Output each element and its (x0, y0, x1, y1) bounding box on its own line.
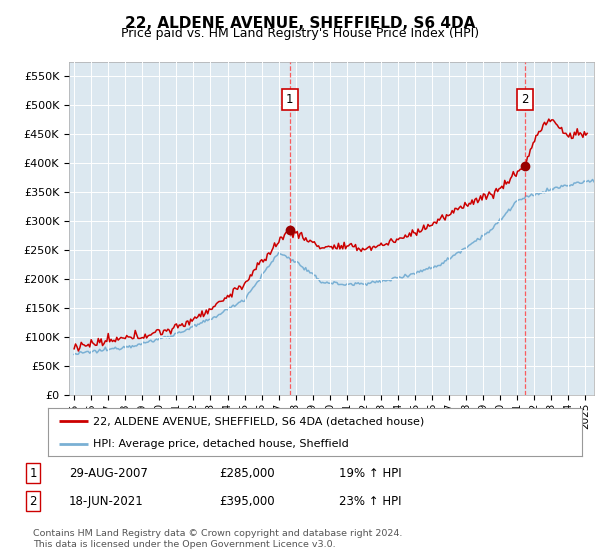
Text: 22, ALDENE AVENUE, SHEFFIELD, S6 4DA (detached house): 22, ALDENE AVENUE, SHEFFIELD, S6 4DA (de… (94, 416, 425, 426)
Text: 2: 2 (521, 93, 529, 106)
Text: 19% ↑ HPI: 19% ↑ HPI (339, 466, 401, 480)
Text: HPI: Average price, detached house, Sheffield: HPI: Average price, detached house, Shef… (94, 439, 349, 449)
Text: 1: 1 (286, 93, 293, 106)
Text: Price paid vs. HM Land Registry's House Price Index (HPI): Price paid vs. HM Land Registry's House … (121, 27, 479, 40)
Text: 2: 2 (29, 494, 37, 508)
Text: 18-JUN-2021: 18-JUN-2021 (69, 494, 144, 508)
Text: 29-AUG-2007: 29-AUG-2007 (69, 466, 148, 480)
Text: 22, ALDENE AVENUE, SHEFFIELD, S6 4DA: 22, ALDENE AVENUE, SHEFFIELD, S6 4DA (125, 16, 475, 31)
Text: Contains HM Land Registry data © Crown copyright and database right 2024.
This d: Contains HM Land Registry data © Crown c… (33, 529, 403, 549)
Text: £395,000: £395,000 (219, 494, 275, 508)
Text: £285,000: £285,000 (219, 466, 275, 480)
Text: 1: 1 (29, 466, 37, 480)
Text: 23% ↑ HPI: 23% ↑ HPI (339, 494, 401, 508)
